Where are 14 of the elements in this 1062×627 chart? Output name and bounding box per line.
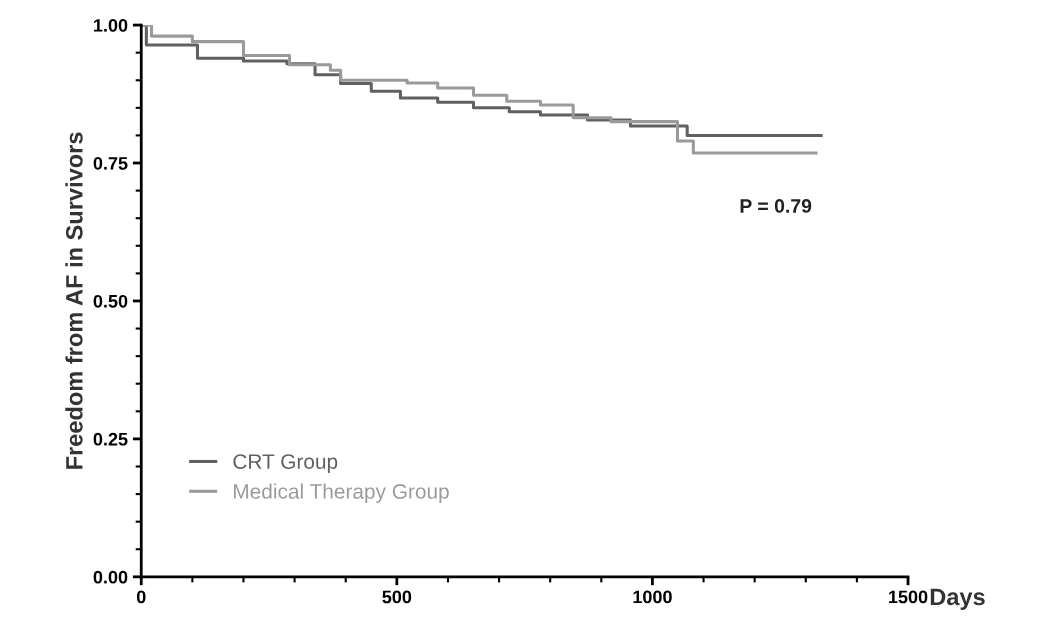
y-tick-label: 0.25 xyxy=(93,432,128,446)
y-tick-label: 0.50 xyxy=(93,294,128,308)
legend-label: CRT Group xyxy=(233,454,338,474)
y-axis-title: Freedom from AF in Survivors xyxy=(65,132,83,469)
x-axis-title: Days xyxy=(930,588,985,610)
legend-label: Medical Therapy Group xyxy=(234,483,449,503)
x-tick-label: 500 xyxy=(382,590,412,604)
y-tick-label: 0.75 xyxy=(93,156,128,170)
x-tick-label: 1000 xyxy=(633,590,672,604)
x-tick-label: 1500 xyxy=(889,590,928,604)
x-tick-label: 0 xyxy=(136,590,146,604)
y-tick-label: 0.00 xyxy=(93,570,128,584)
annotation: P = 0.79 xyxy=(740,199,812,213)
y-tick-label: 1.00 xyxy=(94,19,128,32)
